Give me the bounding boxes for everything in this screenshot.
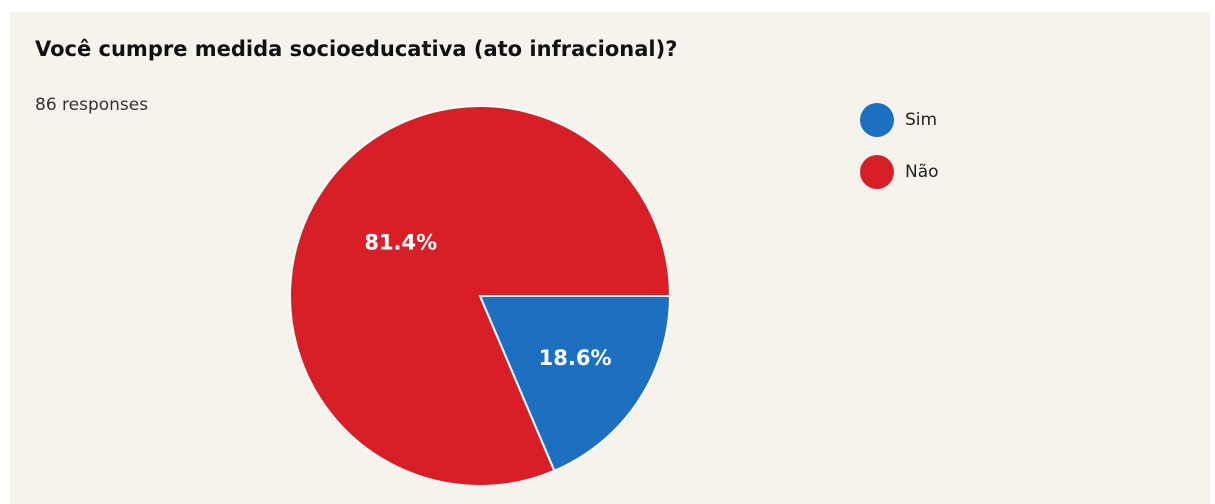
legend-swatch: [860, 103, 894, 137]
data-label: 18.6%: [539, 346, 612, 370]
subtitle: 86 responses: [35, 95, 148, 115]
pie-slice: [478, 295, 672, 473]
pie-slice: [289, 105, 672, 487]
legend-swatch: [860, 155, 894, 189]
legend-label: Não: [905, 162, 939, 182]
legend-label: Sim: [905, 110, 937, 130]
chart-title: Você cumpre medida socioeducativa (ato i…: [35, 37, 677, 61]
data-label: 81.4%: [364, 231, 437, 255]
